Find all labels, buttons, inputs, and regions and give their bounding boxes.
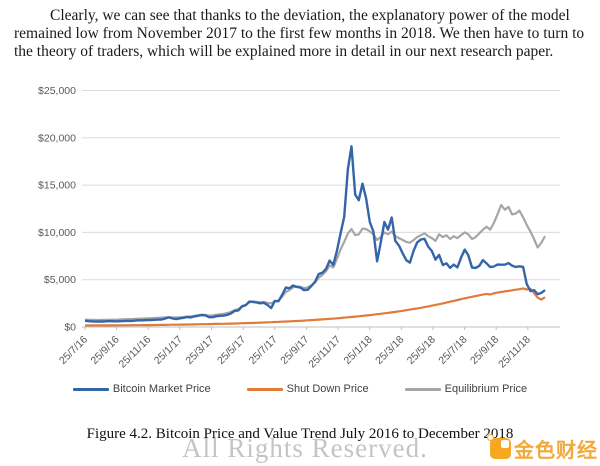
- series-line-shut-down-price: [85, 287, 546, 327]
- price-trend-chart: $0 $5,000 $10,000 $15,000 $20,000 $25,000 25/7…: [38, 85, 560, 371]
- legend-swatch-icon: [72, 387, 109, 391]
- watermark-text: All Rights Reserved.: [182, 433, 428, 463]
- x-axis-tick-label: 25/7/18: [436, 334, 469, 367]
- chart-legend: Bitcoin Market Price Shut Down Price Equil…: [0, 383, 600, 395]
- legend-label: Equilibrium Price: [444, 383, 528, 395]
- legend-item: Bitcoin Market Price: [72, 383, 211, 395]
- jinse-logo-text: 金色财经: [514, 440, 598, 462]
- x-axis-tick-label: 25/5/18: [405, 334, 438, 367]
- x-axis-tick-label: 25/11/16: [117, 334, 154, 371]
- y-axis-tick-label: $5,000: [44, 274, 76, 286]
- legend-item: Equilibrium Price: [404, 383, 528, 395]
- y-axis-tick-label: $10,000: [38, 227, 76, 239]
- x-axis-tick-label: 25/3/17: [183, 334, 216, 367]
- x-axis-tick-label: 25/7/16: [57, 334, 90, 367]
- series-line-equilibrium-price: [84, 203, 546, 322]
- series-line-bitcoin-market-price: [84, 145, 546, 323]
- x-axis-tick-label: 25/1/18: [342, 334, 375, 367]
- y-axis-tick-label: $25,000: [38, 85, 76, 97]
- jinse-logo-icon: [487, 434, 511, 459]
- x-axis-tick-label: 25/7/17: [247, 334, 280, 367]
- legend-item: Shut Down Price: [246, 383, 369, 395]
- legend-label: Shut Down Price: [286, 383, 369, 395]
- y-axis-tick-label: $0: [64, 322, 76, 334]
- legend-label: Bitcoin Market Price: [112, 383, 211, 395]
- body-paragraph: Clearly, we can see that thanks to the d…: [14, 7, 585, 60]
- figure-caption: Figure 4.2. Bitcoin Price and Value Tren…: [86, 426, 514, 442]
- x-axis-tick-label: 25/3/18: [373, 334, 406, 367]
- y-axis-tick-label: $15,000: [38, 180, 76, 192]
- legend-swatch-icon: [404, 387, 441, 391]
- logo-dot-icon: [487, 434, 494, 441]
- x-axis-tick-label: 25/1/17: [152, 334, 185, 367]
- jinse-logo: 金色财经: [487, 434, 598, 463]
- x-axis-tick-label: 25/11/17: [306, 334, 343, 371]
- legend-swatch-icon: [246, 387, 283, 391]
- x-axis-tick-label: 25/5/17: [215, 334, 248, 367]
- x-axis-tick-label: 25/11/18: [496, 334, 533, 371]
- y-axis-tick-label: $20,000: [38, 132, 76, 144]
- logo-hole-icon: [501, 440, 509, 448]
